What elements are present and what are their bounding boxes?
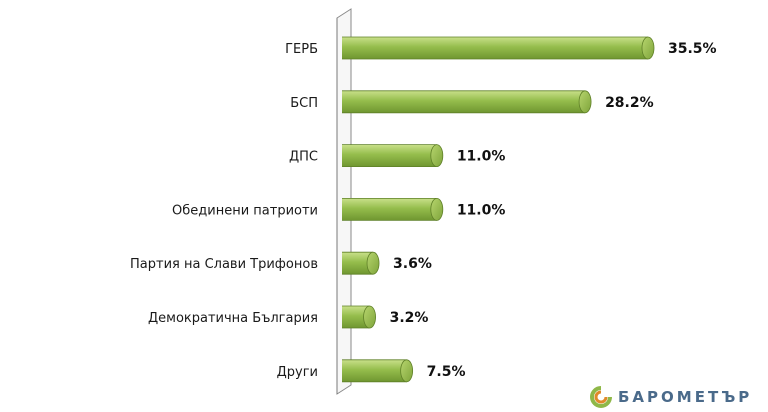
logo-swirl-icon — [590, 385, 612, 408]
category-label: ГЕРБ — [285, 42, 318, 57]
data-label: 3.6% — [393, 256, 432, 272]
bar — [342, 90, 592, 114]
bar — [342, 359, 414, 383]
data-label: 7.5% — [427, 364, 466, 380]
bar — [342, 144, 444, 168]
data-label: 35.5% — [668, 41, 717, 57]
category-label: БСП — [290, 96, 318, 111]
bar — [342, 197, 444, 221]
barometer-logo: БАРОМЕТЪР — [590, 384, 768, 409]
category-label: Други — [277, 365, 318, 380]
data-label: 11.0% — [457, 149, 506, 165]
bars-group — [342, 36, 655, 383]
bar — [342, 305, 376, 329]
bar — [342, 36, 655, 60]
labels-group: ГЕРБ 35.5% БСП 28.2% ДПС 11.0% Обединени патри… — [130, 41, 717, 380]
category-label: Демократична България — [148, 311, 318, 326]
category-label: Обединени патриоти — [172, 203, 318, 218]
data-label: 28.2% — [605, 95, 654, 111]
data-label: 3.2% — [390, 310, 429, 326]
category-label: ДПС — [289, 150, 318, 165]
bar — [342, 251, 380, 275]
data-label: 11.0% — [457, 202, 506, 218]
logo-text: БАРОМЕТЪР — [618, 387, 753, 406]
category-label: Партия на Слави Трифонов — [130, 257, 318, 272]
